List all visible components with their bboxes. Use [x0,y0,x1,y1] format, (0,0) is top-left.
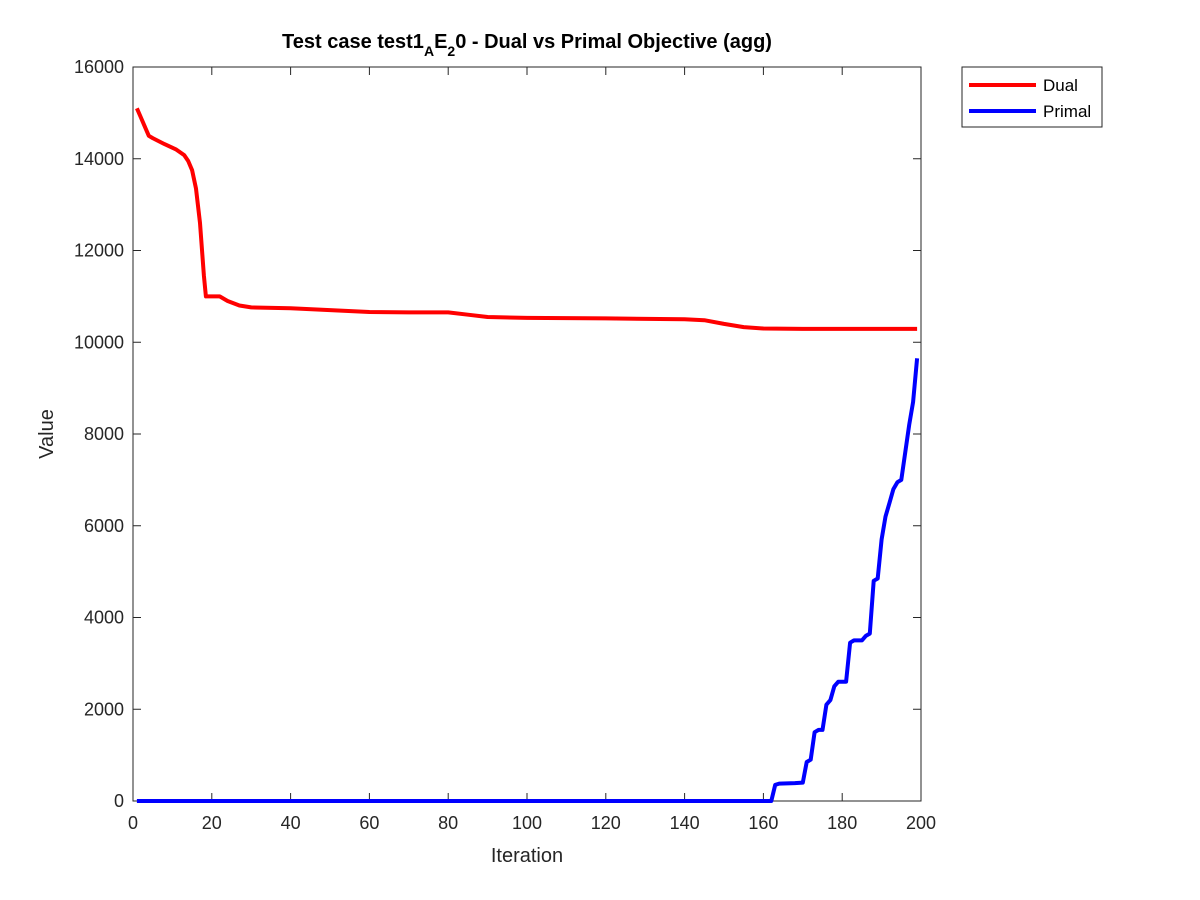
legend-label-dual: Dual [1043,76,1078,95]
y-tick-label: 8000 [84,424,124,444]
legend-box [961,66,1103,128]
y-axis: 0 2000 4000 6000 8000 10000 12000 14000 16000 [74,57,921,811]
y-tick-label: 0 [114,791,124,811]
x-tick-label: 20 [202,813,222,833]
y-tick-label: 12000 [74,241,124,261]
legend-label-primal: Primal [1043,102,1091,121]
x-tick-label: 80 [438,813,458,833]
x-tick-label: 180 [827,813,857,833]
y-tick-label: 6000 [84,516,124,536]
chart-title: Test case test1AE20 - Dual vs Primal Obj… [282,31,772,59]
plot-area [132,66,922,802]
x-tick-label: 60 [359,813,379,833]
series-line-primal [136,358,920,803]
x-tick-label: 0 [128,813,138,833]
y-axis-label: Value [36,409,58,459]
x-tick-label: 100 [512,813,542,833]
y-tick-label: 4000 [84,608,124,628]
y-tick-label: 14000 [74,149,124,169]
legend: Dual Primal [961,66,1103,128]
y-tick-label: 10000 [74,332,124,352]
series-layer [135,107,920,803]
y-tick-label: 2000 [84,699,124,719]
x-tick-label: 40 [281,813,301,833]
y-tick-label: 16000 [74,57,124,77]
x-tick-label: 140 [670,813,700,833]
x-tick-label: 120 [591,813,621,833]
x-axis-label: Iteration [491,845,563,867]
series-line-dual [135,107,918,331]
x-axis: 0 20 40 60 80 100 120 140 160 180 200 [128,67,936,833]
x-tick-label: 200 [906,813,936,833]
x-tick-label: 160 [748,813,778,833]
